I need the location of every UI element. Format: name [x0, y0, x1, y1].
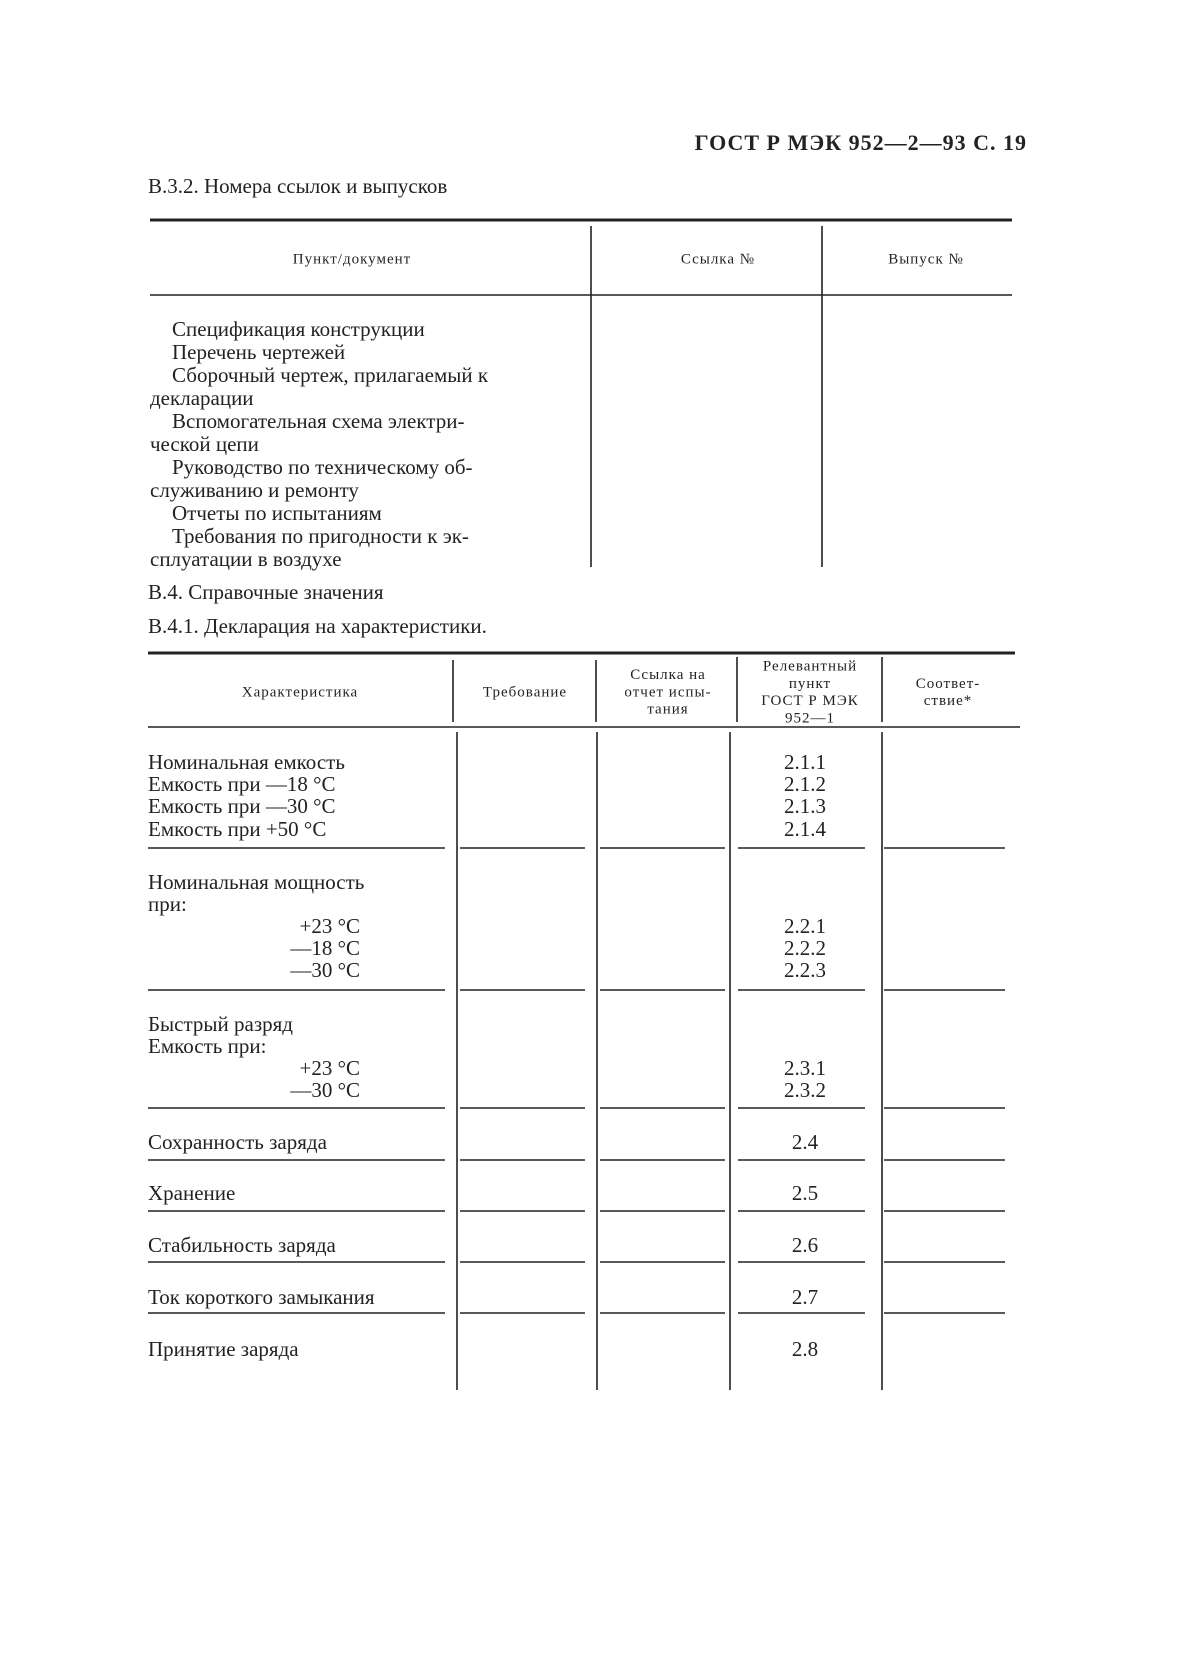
table-line: сплуатации в воздухе	[150, 547, 342, 571]
row-ref: 2.3.1	[784, 1056, 826, 1080]
row-ref: 2.8	[792, 1337, 818, 1361]
row-ref: 2.2.3	[784, 958, 826, 982]
column-header: ГОСТ Р МЭК	[761, 693, 859, 709]
row-label: —30 °С	[289, 958, 360, 982]
column-header: ствие*	[924, 693, 972, 709]
row-label: —30 °С	[289, 1078, 360, 1102]
table-line: Сборочный чертеж, прилагаемый к	[172, 363, 489, 387]
column-header: Требование	[483, 684, 567, 700]
row-ref: 2.4	[792, 1130, 819, 1154]
row-ref: 2.2.1	[784, 914, 826, 938]
table1: Пункт/документ Ссылка № Выпуск № Спецификац…	[150, 251, 964, 571]
row-ref: 2.6	[792, 1233, 818, 1257]
table1-rules	[150, 218, 1012, 567]
section-title: В.4. Справочные значения	[148, 580, 384, 604]
row-label: Быстрый разряд	[148, 1012, 293, 1036]
row-label: Емкость при —30 °С	[148, 794, 335, 818]
row-label: Емкость при:	[148, 1034, 266, 1058]
row-label: Стабильность заряда	[148, 1233, 337, 1257]
row-label: Емкость при —18 °С	[148, 772, 335, 796]
table-line: Требования по пригодности к эк-	[172, 524, 469, 548]
column-header: Ссылка №	[681, 251, 755, 267]
row-label: —18 °С	[289, 936, 360, 960]
table-line: Отчеты по испытаниям	[172, 501, 382, 525]
row-label: Сохранность заряда	[148, 1130, 328, 1154]
column-header: тания	[647, 702, 688, 718]
column-header: Ссылка на	[630, 667, 706, 683]
column-header: 952—1	[785, 710, 835, 726]
section-title: В.4.1. Декларация на характеристики.	[148, 614, 487, 638]
page-header: ГОСТ Р МЭК 952—2—93 С. 19	[695, 130, 1027, 155]
row-label: Емкость при +50 °С	[148, 817, 326, 841]
row-ref: 2.3.2	[784, 1078, 826, 1102]
row-label: Номинальная мощность	[148, 870, 364, 894]
row-label: +23 °С	[300, 914, 361, 938]
row-label: при:	[148, 892, 187, 916]
table-line: Перечень чертежей	[172, 340, 345, 364]
row-ref: 2.2.2	[784, 936, 826, 960]
table-line: ческой цепи	[150, 432, 259, 456]
column-header: отчет испы-	[624, 684, 711, 700]
table-line: Спецификация конструкции	[172, 317, 425, 341]
row-label: +23 °С	[300, 1056, 361, 1080]
row-label: Номинальная емкость	[148, 750, 345, 774]
column-header: Релевантный	[763, 658, 857, 674]
table2-rules	[148, 651, 1020, 1390]
row-ref: 2.1.1	[784, 750, 826, 774]
column-header: Характеристика	[242, 684, 358, 700]
row-ref: 2.1.4	[784, 817, 827, 841]
row-ref: 2.7	[792, 1285, 818, 1309]
row-ref: 2.5	[792, 1181, 818, 1205]
row-label: Принятие заряда	[148, 1337, 299, 1361]
column-header: Соответ-	[916, 676, 981, 692]
table-line: декларации	[150, 386, 254, 410]
table-line: служиванию и ремонту	[150, 478, 359, 502]
section-title: В.3.2. Номера ссылок и выпусков	[148, 174, 447, 198]
column-header: Пункт/документ	[293, 251, 411, 267]
column-header: пункт	[789, 676, 831, 692]
row-label: Хранение	[148, 1181, 235, 1205]
table-line: Вспомогательная схема электри-	[172, 409, 464, 433]
table-line: Руководство по техническому об-	[172, 455, 473, 479]
row-ref: 2.1.3	[784, 794, 826, 818]
column-header: Выпуск №	[888, 251, 964, 267]
row-label: Ток короткого замыкания	[148, 1285, 375, 1309]
row-ref: 2.1.2	[784, 772, 826, 796]
